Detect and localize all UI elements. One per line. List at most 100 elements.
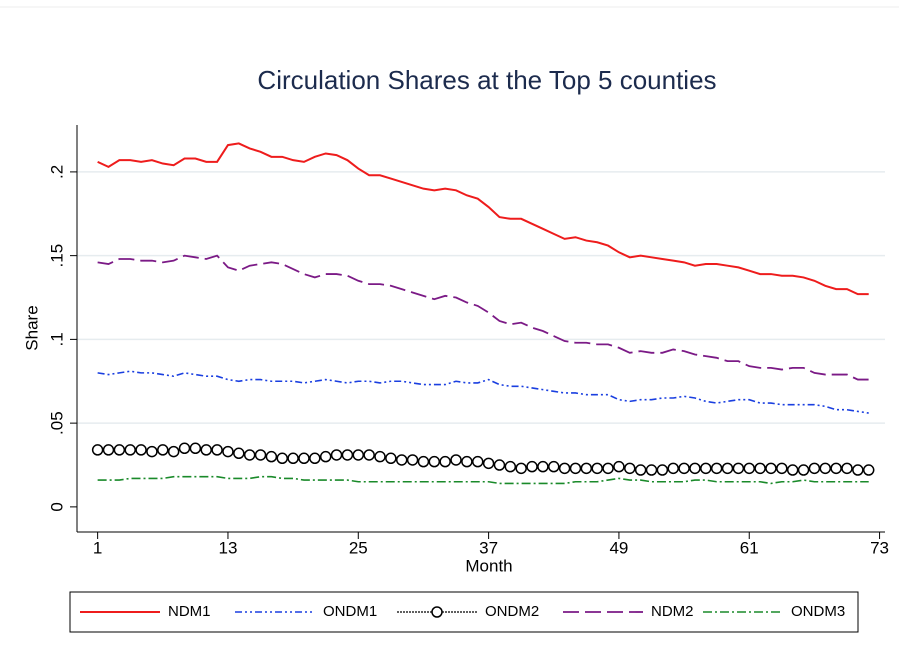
series-marker — [548, 460, 560, 473]
series-marker — [700, 462, 712, 475]
series-marker — [200, 444, 212, 456]
series-marker — [439, 455, 451, 468]
series-marker — [667, 462, 679, 475]
series-marker — [754, 462, 766, 475]
series-marker — [265, 450, 278, 463]
series-marker — [515, 462, 527, 475]
legend-label: ONDM3 — [791, 603, 845, 620]
series-marker — [558, 462, 571, 475]
series-marker — [580, 462, 593, 475]
series-marker — [841, 462, 853, 475]
series-marker — [830, 462, 842, 475]
series-marker — [862, 464, 875, 476]
legend-label: ONDM1 — [323, 603, 377, 620]
x-tick-label: 1 — [93, 538, 102, 557]
y-tick-label: .1 — [47, 332, 66, 346]
series-marker — [504, 460, 517, 473]
series-marker — [363, 449, 375, 461]
series-marker — [254, 449, 267, 461]
series-marker — [352, 449, 365, 461]
series-marker — [852, 464, 864, 476]
series-line — [97, 142, 869, 296]
series-marker — [417, 455, 430, 468]
series-marker — [537, 460, 549, 473]
series-marker — [298, 452, 310, 465]
x-tick-label: 49 — [609, 538, 628, 557]
series-marker — [276, 452, 289, 465]
x-tick-label: 37 — [479, 538, 498, 557]
y-tick-label: .05 — [47, 411, 66, 435]
series-marker — [732, 462, 745, 475]
series-marker — [374, 450, 386, 463]
series-marker — [461, 455, 473, 468]
series-marker — [167, 445, 180, 458]
y-tick-label: 0 — [47, 502, 66, 511]
series-line — [97, 370, 869, 414]
series-marker — [689, 462, 701, 475]
series-marker — [819, 462, 832, 475]
series-marker — [102, 444, 115, 456]
series-marker — [287, 452, 299, 465]
series-line — [97, 254, 869, 381]
chart-title: Circulation Shares at the Top 5 counties — [257, 65, 716, 95]
series-marker — [330, 449, 343, 461]
series-marker — [634, 464, 647, 476]
series-marker — [710, 462, 723, 475]
series-marker — [91, 444, 104, 456]
legend-label: ONDM2 — [485, 603, 539, 620]
series-marker — [309, 452, 321, 465]
series-marker — [656, 464, 669, 476]
series-marker — [613, 460, 625, 473]
series-marker — [776, 462, 788, 475]
series-marker — [428, 455, 441, 468]
legend-label: NDM1 — [168, 603, 211, 620]
y-tick-label: .2 — [47, 165, 66, 179]
series-marker — [146, 445, 158, 458]
series-marker — [602, 462, 614, 475]
series-marker — [222, 445, 234, 458]
series-marker — [233, 447, 245, 460]
legend-marker — [431, 606, 443, 618]
series-marker — [157, 444, 169, 456]
x-tick-label: 61 — [740, 538, 759, 557]
series-marker — [319, 450, 332, 463]
series-marker — [395, 454, 408, 466]
legend-label: NDM2 — [651, 603, 694, 620]
series-marker — [765, 462, 777, 475]
series-marker — [450, 454, 462, 466]
series-marker — [797, 464, 810, 476]
x-tick-label: 13 — [218, 538, 237, 557]
series-marker — [743, 462, 755, 475]
y-axis-label: Share — [22, 305, 41, 350]
series-marker — [243, 449, 256, 461]
series-marker — [406, 454, 419, 466]
series-marker — [471, 455, 484, 468]
series-marker — [482, 457, 495, 470]
series-marker — [808, 462, 821, 475]
series-marker — [211, 444, 223, 456]
series-marker — [786, 464, 799, 476]
series-marker — [721, 462, 734, 475]
y-tick-label: .15 — [47, 244, 66, 268]
series-marker — [135, 444, 147, 456]
series-line — [97, 475, 869, 485]
series-marker — [124, 444, 136, 456]
x-tick-label: 25 — [349, 538, 368, 557]
x-axis-label: Month — [465, 556, 512, 575]
series-marker — [178, 442, 191, 455]
series-marker — [569, 462, 582, 475]
series-marker — [341, 449, 354, 461]
series-marker — [645, 464, 658, 476]
series-marker — [493, 459, 506, 471]
series-marker — [624, 462, 636, 475]
legend-box — [69, 591, 859, 633]
series-marker — [526, 460, 538, 473]
series-marker — [385, 452, 397, 465]
series-marker — [591, 462, 603, 475]
series-marker — [189, 442, 202, 455]
series-marker — [678, 462, 690, 475]
x-tick-label: 73 — [870, 538, 889, 557]
series-marker — [113, 444, 126, 456]
